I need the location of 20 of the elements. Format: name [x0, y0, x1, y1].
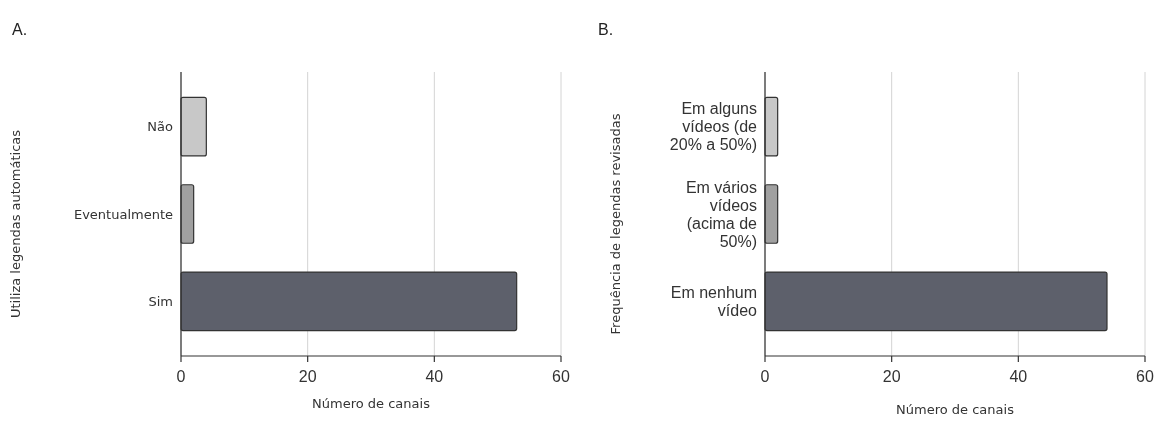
y-tick-label: Sim [148, 293, 173, 309]
y-tick-label: Não [147, 119, 174, 135]
text: A. [12, 21, 28, 38]
x-tick-label: 0 [760, 368, 770, 385]
x-axis-title: Número de canais [896, 402, 1015, 417]
x-axis-title: Número de canais [312, 396, 431, 411]
x-tick-label: 0 [176, 368, 186, 385]
x-tick-label: 40 [1009, 368, 1028, 385]
x-tick-label: 60 [1136, 368, 1154, 385]
y-tick-label: Em vários vídeos (acima de 50%) [685, 178, 758, 250]
y-axis-title: Utiliza legendas automáticas [8, 129, 23, 319]
x-tick-label: 20 [298, 368, 317, 385]
text: B. [598, 21, 614, 38]
x-tick-label: 40 [425, 368, 444, 385]
y-tick-label: Em alguns vídeos (de 20% a 50%) [669, 100, 758, 154]
x-tick-label: 60 [552, 368, 570, 385]
y-tick-label: Em nenhum vídeo [670, 283, 758, 319]
x-tick-label: 20 [882, 368, 901, 385]
y-axis-title: Frequência de legendas revisadas [608, 113, 623, 335]
y-tick-label: Eventualmente [73, 206, 173, 222]
